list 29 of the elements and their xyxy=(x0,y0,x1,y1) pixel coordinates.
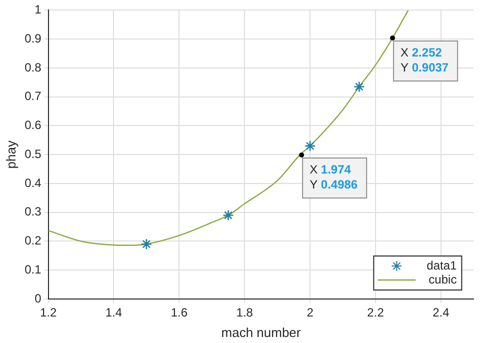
y-tick-label: 0.6 xyxy=(24,118,42,132)
y-tick-label: 0.4 xyxy=(24,176,42,190)
x-axis-title: mach number xyxy=(221,324,302,340)
point xyxy=(222,210,234,221)
annotation: X 2.252 Y 0.9037 xyxy=(400,45,449,74)
y-tick-label: 0.1 xyxy=(24,262,42,276)
x-tick-label: 1.8 xyxy=(236,306,254,320)
annotation: X 1.974 Y 0.4986 xyxy=(310,162,358,192)
y-axis-title: phay xyxy=(3,140,18,169)
x-tick-label: 1.4 xyxy=(105,306,122,320)
point xyxy=(354,81,365,92)
y-tick-label: 0.5 xyxy=(24,146,42,161)
y-tick-label: 0.3 xyxy=(24,204,42,219)
y-tick-label: 0 xyxy=(34,291,42,306)
y-tick-label: 0.9 xyxy=(24,31,42,46)
point xyxy=(140,238,152,250)
x-tick-label: 1.2 xyxy=(40,306,57,320)
y-tick-label: 0.8 xyxy=(24,60,42,74)
x-tick-label: 2.4 xyxy=(432,306,450,320)
legend-label: cubic xyxy=(428,272,457,286)
x-tick-label: 2.2 xyxy=(367,306,384,320)
y-tick-label: 0.2 xyxy=(24,234,42,248)
y-tick-label: 1 xyxy=(34,2,42,17)
x-tick-label: 1.6 xyxy=(170,306,188,320)
legend-label: data1 xyxy=(426,258,458,272)
line-series xyxy=(48,10,409,246)
x-tick-label: 2 xyxy=(306,306,314,320)
y-tick-label: 0.7 xyxy=(24,89,42,104)
point xyxy=(304,140,316,152)
